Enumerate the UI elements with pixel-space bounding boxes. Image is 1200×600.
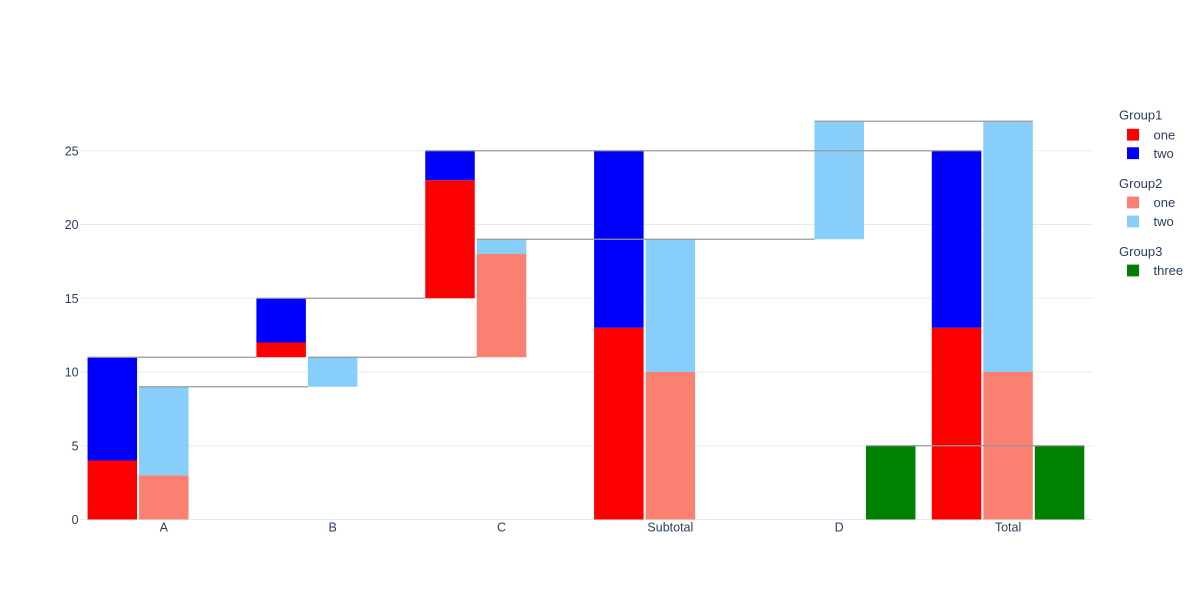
svg-text:0: 0 bbox=[72, 513, 79, 527]
svg-text:15: 15 bbox=[65, 292, 79, 306]
svg-text:A: A bbox=[160, 521, 169, 535]
svg-text:Group3: Group3 bbox=[1119, 244, 1162, 259]
svg-text:D: D bbox=[835, 521, 844, 535]
svg-text:C: C bbox=[497, 521, 506, 535]
svg-text:Group1: Group1 bbox=[1119, 108, 1162, 123]
svg-text:three: three bbox=[1154, 263, 1184, 278]
svg-text:two: two bbox=[1154, 214, 1174, 229]
svg-text:Group2: Group2 bbox=[1119, 176, 1162, 191]
svg-text:Total: Total bbox=[995, 521, 1021, 535]
svg-text:one: one bbox=[1154, 195, 1176, 210]
svg-text:B: B bbox=[328, 521, 336, 535]
svg-text:10: 10 bbox=[65, 366, 79, 380]
svg-text:25: 25 bbox=[65, 144, 79, 158]
svg-text:one: one bbox=[1154, 127, 1176, 142]
svg-text:20: 20 bbox=[65, 218, 79, 232]
svg-text:Subtotal: Subtotal bbox=[647, 521, 693, 535]
svg-text:5: 5 bbox=[72, 439, 79, 453]
svg-text:two: two bbox=[1154, 146, 1174, 161]
